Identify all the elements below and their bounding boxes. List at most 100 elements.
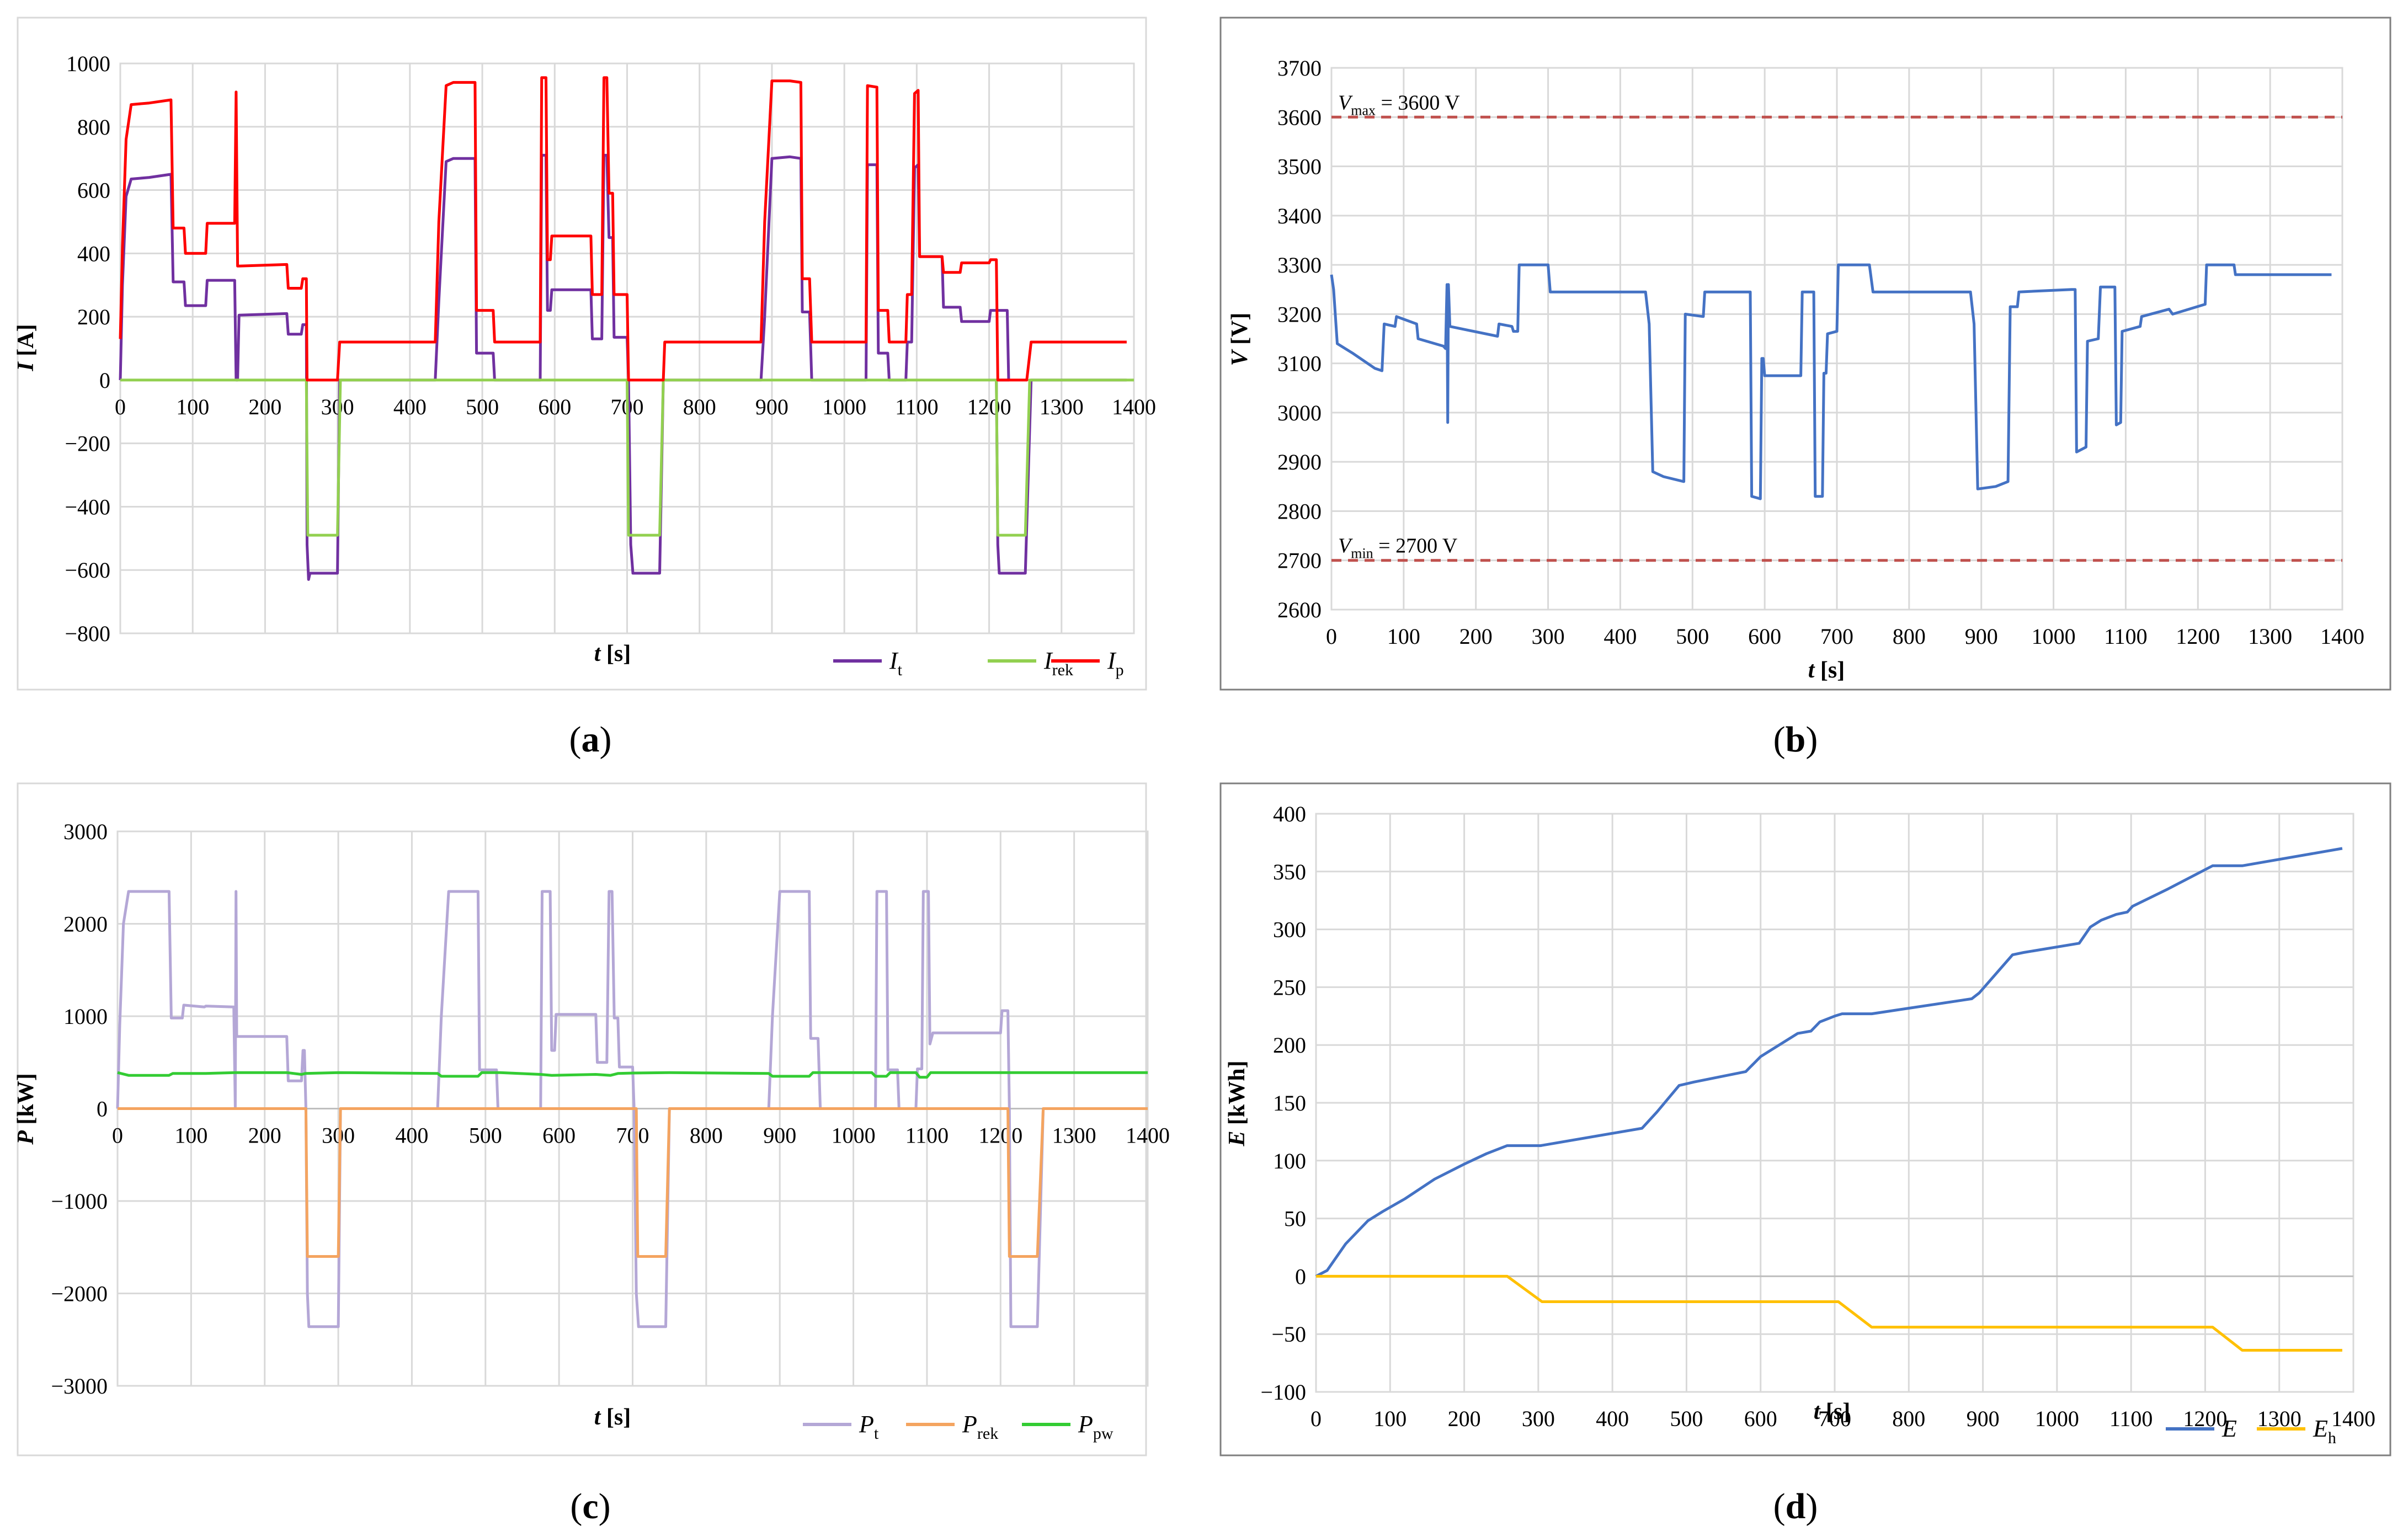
chart-c-xtick-label: 1300 xyxy=(1052,1123,1096,1148)
chart-c-xtick-label: 300 xyxy=(322,1123,355,1148)
chart-a-xtick-label: 600 xyxy=(538,394,571,419)
chart-c-series-Pt xyxy=(116,890,1148,1328)
chart-a-xtick-label: 800 xyxy=(683,394,716,419)
chart-b-xtick-label: 700 xyxy=(1820,624,1853,649)
panel-d-caption: (d) xyxy=(1773,1486,1818,1527)
chart-d-ytick-label: −50 xyxy=(1271,1322,1306,1347)
chart-d-ytick-label: 100 xyxy=(1273,1149,1306,1173)
chart-b-xtick-label: 600 xyxy=(1748,624,1781,649)
chart-c-xtick-label: 800 xyxy=(690,1123,723,1148)
chart-a-xtick-label: 100 xyxy=(176,394,209,419)
chart-b-xlabel: t [s] xyxy=(1808,658,1845,683)
chart-a-ytick-label: −800 xyxy=(65,621,110,646)
chart-b-xtick-label: 500 xyxy=(1676,624,1709,649)
chart-d-xtick-label: 200 xyxy=(1448,1406,1481,1431)
chart-a-ytick-label: 1000 xyxy=(66,51,110,76)
chart-c-xtick-label: 900 xyxy=(763,1123,796,1148)
chart-c-ytick-label: 1000 xyxy=(63,1004,108,1029)
chart-b-xtick-label: 1400 xyxy=(2320,624,2364,649)
chart-d-ytick-label: 300 xyxy=(1273,917,1306,942)
chart-d-ytick-label: 150 xyxy=(1273,1091,1306,1116)
chart-d-plot-frame xyxy=(1315,813,2354,1393)
chart-c-series-Ppw xyxy=(117,1071,1148,1079)
chart-a-xtick-label: 0 xyxy=(115,394,126,419)
chart-d-xtick-label: 500 xyxy=(1670,1406,1703,1431)
chart-c-xtick-label: 1400 xyxy=(1126,1123,1170,1148)
chart-c-xtick-label: 500 xyxy=(469,1123,502,1148)
panel-a-caption: (a) xyxy=(569,719,612,760)
chart-b-xtick-label: 1300 xyxy=(2248,624,2292,649)
chart-c-legend-label: Ppw xyxy=(1078,1411,1114,1443)
chart-c-ylabel: P [kW] xyxy=(13,1073,39,1145)
chart-b-xtick-label: 300 xyxy=(1532,624,1565,649)
chart-d-legend-label: Eh xyxy=(2313,1415,2336,1447)
chart-c-legend-label: Prek xyxy=(962,1411,998,1443)
chart-c-xtick-label: 100 xyxy=(174,1123,207,1148)
chart-a-ytick-label: −200 xyxy=(65,431,110,456)
chart-c-xlabel: t [s] xyxy=(594,1405,631,1430)
chart-b-ref-label: Vmin = 2700 V xyxy=(1338,535,1458,562)
panel-a-frame xyxy=(17,17,1147,691)
chart-c-xtick-label: 1200 xyxy=(978,1123,1022,1148)
chart-c-ytick-label: −3000 xyxy=(51,1374,108,1399)
chart-a-ytick-label: 0 xyxy=(99,368,110,393)
chart-d-ylabel: E [kWh] xyxy=(1224,1060,1250,1146)
chart-b-ytick-label: 3600 xyxy=(1277,105,1322,130)
chart-d-xtick-label: 600 xyxy=(1744,1406,1777,1431)
chart-d-series-E xyxy=(1315,847,2343,1278)
chart-c-ytick-label: −1000 xyxy=(51,1189,108,1214)
chart-d: −100 −50 0 50 100 150 200 250 300 350 400 0 100 200 30… xyxy=(1224,802,2375,1447)
chart-c-xtick-label: 700 xyxy=(616,1123,649,1148)
chart-c-xtick-label: 1000 xyxy=(832,1123,876,1148)
chart-b-ytick-label: 2900 xyxy=(1277,450,1322,474)
chart-d-xtick-label: 1300 xyxy=(2257,1406,2302,1431)
chart-c-series-Prek xyxy=(118,1107,1148,1258)
chart-d-xtick-label: 0 xyxy=(1310,1406,1322,1431)
chart-a-series-Irek xyxy=(120,378,1134,537)
chart-b-xtick-label: 1100 xyxy=(2104,624,2148,649)
chart-b: 2600270028002900300031003200330034003500… xyxy=(1227,56,2364,683)
chart-c-xtick-label: 400 xyxy=(395,1123,428,1148)
chart-a-xtick-label: 500 xyxy=(466,394,499,419)
chart-a-series-Ip xyxy=(119,76,1127,382)
chart-d-xtick-label: 300 xyxy=(1522,1406,1555,1431)
chart-b-xtick-label: 400 xyxy=(1603,624,1637,649)
chart-b-ytick-label: 2600 xyxy=(1277,597,1322,622)
chart-d-legend-label: E xyxy=(2221,1415,2237,1442)
chart-a-xtick-label: 400 xyxy=(393,394,427,419)
chart-d-ytick-label: −100 xyxy=(1260,1380,1306,1405)
chart-b-xtick-label: 1000 xyxy=(2032,624,2076,649)
chart-d-xtick-label: 400 xyxy=(1596,1406,1629,1431)
chart-b-xtick-label: 0 xyxy=(1326,624,1337,649)
chart-b-ytick-label: 3200 xyxy=(1277,302,1322,327)
chart-a-ytick-label: 800 xyxy=(77,115,110,140)
chart-c: −3000 −2000 −1000 0 1000 2000 3000 0 100 200 300 40… xyxy=(13,819,1170,1443)
chart-d-xtick-label: 1400 xyxy=(2331,1406,2375,1431)
chart-d-xtick-label: 1200 xyxy=(2183,1406,2227,1431)
chart-c-ytick-label: 3000 xyxy=(63,819,108,844)
chart-b-series-V xyxy=(1330,263,2332,500)
chart-d-xtick-label: 1100 xyxy=(2109,1406,2153,1431)
chart-d-ytick-label: 200 xyxy=(1273,1033,1306,1058)
chart-a-ytick-label: 600 xyxy=(77,178,110,203)
chart-c-ytick-label: −2000 xyxy=(51,1282,108,1306)
chart-b-ytick-label: 3700 xyxy=(1277,56,1322,81)
chart-b-ytick-label: 3500 xyxy=(1277,154,1322,179)
chart-c-xtick-label: 0 xyxy=(112,1123,123,1148)
chart-b-xtick-label: 200 xyxy=(1459,624,1493,649)
chart-a-xtick-label: 200 xyxy=(248,394,281,419)
panel-c-frame xyxy=(17,782,1147,1456)
chart-d-ytick-label: 400 xyxy=(1273,802,1306,826)
chart-b-xtick-label: 100 xyxy=(1387,624,1420,649)
chart-b-ytick-label: 3000 xyxy=(1277,401,1322,425)
chart-a-ytick-label: 400 xyxy=(77,241,110,266)
chart-b-ytick-label: 2700 xyxy=(1277,548,1322,573)
chart-a-xlabel: t [s] xyxy=(594,641,631,666)
chart-d-ytick-label: 50 xyxy=(1284,1207,1306,1231)
chart-d-xtick-label: 100 xyxy=(1373,1406,1407,1431)
chart-a-legend-label: Ip xyxy=(1107,647,1124,679)
panel-d-frame xyxy=(1219,782,2391,1456)
